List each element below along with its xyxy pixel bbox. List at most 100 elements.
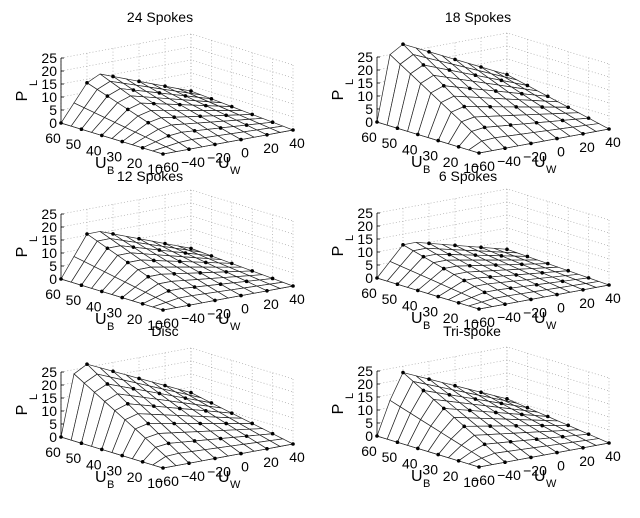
ub-tick-label: 60 bbox=[45, 286, 61, 302]
data-point-marker bbox=[270, 431, 275, 436]
data-point-marker bbox=[456, 459, 461, 463]
data-point-marker bbox=[477, 465, 481, 469]
z-tick-label: 25 bbox=[41, 206, 57, 222]
z-tick-label: 5 bbox=[365, 101, 373, 117]
z-tick-label: 15 bbox=[357, 231, 373, 247]
z-axis-label-sub: L bbox=[28, 394, 40, 400]
data-point-marker bbox=[163, 241, 167, 246]
data-point-marker bbox=[546, 414, 550, 419]
data-point-marker bbox=[183, 94, 188, 98]
ub-tick-label: 10 bbox=[463, 160, 479, 176]
data-point-marker bbox=[239, 293, 243, 298]
ub-axis-label-sub: B bbox=[107, 479, 114, 491]
data-point-marker bbox=[503, 146, 507, 150]
data-point-marker bbox=[157, 391, 162, 396]
ub-tick-label: 20 bbox=[443, 154, 459, 170]
z-tick-label: 10 bbox=[357, 88, 373, 104]
ub-tick-label: 20 bbox=[443, 468, 459, 484]
data-point-marker bbox=[479, 245, 483, 250]
uw-axis-label: U bbox=[534, 154, 546, 171]
data-point-marker bbox=[401, 42, 405, 46]
data-point-marker bbox=[560, 118, 565, 123]
data-point-marker bbox=[157, 91, 162, 95]
z-axis-label: P bbox=[330, 246, 347, 257]
uw-tick-label: 20 bbox=[579, 139, 595, 155]
data-point-marker bbox=[239, 137, 243, 142]
data-point-marker bbox=[120, 453, 124, 458]
data-point-marker bbox=[529, 455, 533, 460]
data-point-marker bbox=[586, 432, 591, 436]
z-tick-label: 10 bbox=[41, 403, 57, 419]
ub-tick-label: 50 bbox=[66, 136, 82, 152]
z-tick-label: 20 bbox=[41, 63, 57, 79]
ub-axis-label-sub: B bbox=[423, 478, 430, 490]
uw-tick-label: 20 bbox=[263, 140, 279, 156]
z-tick-label: 20 bbox=[41, 219, 57, 235]
ub-tick-label: 60 bbox=[45, 130, 61, 146]
ub-tick-label: 50 bbox=[66, 450, 82, 466]
data-point-marker bbox=[453, 383, 457, 388]
data-point-marker bbox=[508, 439, 513, 444]
uw-tick-label: 0 bbox=[241, 145, 249, 161]
data-point-marker bbox=[204, 409, 208, 413]
uw-tick-label: 40 bbox=[605, 134, 621, 150]
ub-tick-label: 40 bbox=[86, 298, 102, 314]
data-point-marker bbox=[534, 120, 539, 125]
data-point-marker bbox=[146, 120, 150, 125]
data-point-marker bbox=[520, 262, 524, 267]
data-point-marker bbox=[85, 232, 89, 236]
ub-tick-label: 10 bbox=[147, 161, 163, 177]
panel-title: Tri-spoke bbox=[443, 323, 501, 339]
data-point-marker bbox=[265, 447, 269, 451]
data-point-marker bbox=[540, 271, 544, 275]
ub-tick-label: 60 bbox=[45, 444, 61, 460]
data-point-marker bbox=[244, 123, 249, 127]
ub-tick-label: 20 bbox=[127, 311, 143, 327]
data-point-marker bbox=[566, 423, 570, 428]
data-point-marker bbox=[607, 283, 611, 287]
data-point-marker bbox=[546, 261, 550, 266]
z-axis-label: P bbox=[14, 247, 31, 258]
uw-tick-label: −40 bbox=[497, 153, 521, 169]
z-tick-label: 15 bbox=[41, 232, 57, 248]
data-point-marker bbox=[146, 421, 150, 426]
ub-tick-label: 50 bbox=[382, 135, 398, 151]
data-point-marker bbox=[427, 49, 431, 54]
data-point-marker bbox=[514, 424, 518, 428]
data-point-marker bbox=[187, 147, 191, 151]
data-point-marker bbox=[172, 271, 176, 276]
data-point-marker bbox=[183, 396, 188, 400]
uw-tick-label: −20 bbox=[207, 149, 231, 165]
data-point-marker bbox=[157, 248, 162, 252]
data-point-marker bbox=[468, 408, 472, 413]
data-point-marker bbox=[581, 288, 585, 292]
data-point-marker bbox=[161, 308, 165, 312]
data-point-marker bbox=[111, 369, 115, 374]
data-point-marker bbox=[395, 282, 400, 287]
data-point-marker bbox=[494, 263, 498, 267]
data-point-marker bbox=[178, 406, 182, 411]
data-point-marker bbox=[442, 266, 446, 271]
uw-axis-label-sub: W bbox=[546, 164, 557, 176]
data-point-marker bbox=[488, 275, 493, 279]
ub-tick-label: 10 bbox=[463, 474, 479, 490]
z-tick-label: 25 bbox=[41, 50, 57, 66]
uw-tick-label: 0 bbox=[557, 144, 565, 160]
z-axis-label-sub: L bbox=[344, 79, 356, 85]
data-point-marker bbox=[140, 302, 145, 306]
panel-title: 12 Spokes bbox=[117, 168, 183, 184]
data-point-marker bbox=[540, 105, 544, 109]
z-tick-label: 10 bbox=[41, 89, 57, 105]
uw-tick-label: −20 bbox=[523, 462, 547, 478]
uw-axis-label: U bbox=[218, 155, 230, 172]
ub-axis-label-sub: B bbox=[423, 164, 430, 176]
data-point-marker bbox=[395, 440, 400, 445]
panel-title: 6 Spokes bbox=[439, 168, 497, 184]
data-point-marker bbox=[265, 133, 269, 137]
data-point-marker bbox=[534, 282, 539, 287]
data-point-marker bbox=[209, 97, 214, 101]
data-point-marker bbox=[416, 446, 420, 451]
data-point-marker bbox=[204, 103, 208, 108]
